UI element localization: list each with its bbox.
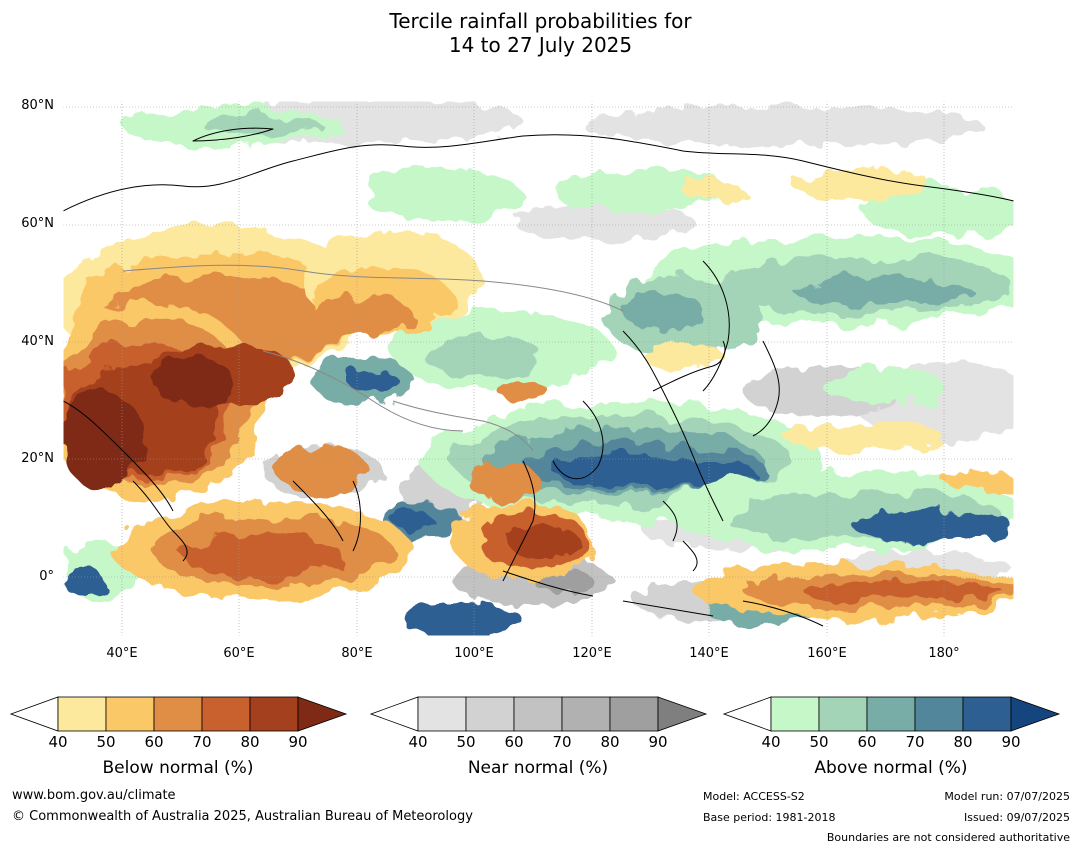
lon-label-40e: 40°E: [106, 646, 138, 661]
tick-label: 60: [144, 733, 164, 751]
tick-label: 80: [240, 733, 260, 751]
tick-label: 90: [648, 733, 668, 751]
tick-label: 70: [192, 733, 212, 751]
legend-label-above-normal: Above normal (%): [814, 758, 968, 778]
colorbar-segment: [417, 696, 467, 732]
lon-label-140e: 140°E: [689, 646, 729, 661]
copyright-text: © Commonwealth of Australia 2025, Austra…: [12, 809, 473, 824]
colorbar-segment: [962, 696, 1012, 732]
lon-label-180: 180°: [928, 646, 960, 661]
colorbar-segment: [914, 696, 964, 732]
colorbar-segment: [105, 696, 155, 732]
colorbar-near-normal: [370, 696, 708, 732]
colorbar-segment: [249, 696, 299, 732]
lon-label-80e: 80°E: [341, 646, 373, 661]
colorbar-segment: [57, 696, 107, 732]
colorbar-segment: [609, 696, 659, 732]
graticule: [63, 101, 1014, 636]
lon-label-100e: 100°E: [454, 646, 494, 661]
colorbar-segment: [153, 696, 203, 732]
colorbar-low-arrow: [10, 696, 59, 732]
tick-label: 80: [953, 733, 973, 751]
base-period-text: Base period: 1981-2018: [703, 811, 836, 824]
issued-text: Issued: 09/07/2025: [963, 811, 1070, 824]
lat-label-20n: 20°N: [21, 451, 54, 466]
colorbar-segment: [465, 696, 515, 732]
colorbar-segment: [818, 696, 868, 732]
lon-label-160e: 160°E: [807, 646, 847, 661]
website-link[interactable]: www.bom.gov.au/climate: [12, 788, 176, 803]
tick-label: 90: [288, 733, 308, 751]
chart-title-line2: 14 to 27 July 2025: [448, 33, 633, 57]
colorbar-segment: [201, 696, 251, 732]
country-boundaries: [122, 264, 624, 452]
lat-label-60n: 60°N: [21, 216, 54, 231]
tick-label: 40: [761, 733, 781, 751]
tick-label: 70: [552, 733, 572, 751]
tick-label: 90: [1001, 733, 1021, 751]
colorbar-low-arrow: [723, 696, 772, 732]
legend-label-below-normal: Below normal (%): [102, 758, 254, 778]
colorbar-segment: [561, 696, 611, 732]
lon-label-120e: 120°E: [572, 646, 612, 661]
tick-label: 80: [600, 733, 620, 751]
model-text: Model: ACCESS-S2: [703, 790, 805, 803]
colorbar-high-arrow: [297, 696, 348, 732]
legend-label-near-normal: Near normal (%): [467, 758, 609, 778]
lon-label-60e: 60°E: [223, 646, 255, 661]
colorbar-segment: [513, 696, 563, 732]
tick-label: 40: [408, 733, 428, 751]
coastlines: [63, 127, 1014, 627]
lat-label-40n: 40°N: [21, 334, 54, 349]
rainfall-probability-map: [63, 101, 1014, 636]
lat-label-0: 0°: [39, 569, 54, 584]
below-normal-regions: [63, 171, 1014, 619]
tick-label: 50: [809, 733, 829, 751]
tick-label: 50: [96, 733, 116, 751]
colorbar-below-normal: [10, 696, 348, 732]
tick-label: 60: [504, 733, 524, 751]
colorbar-segment: [866, 696, 916, 732]
colorbar-above-normal: [723, 696, 1061, 732]
boundaries-disclaimer: Boundaries are not considered authoritat…: [826, 831, 1070, 844]
colorbar-high-arrow: [1010, 696, 1061, 732]
colorbar-low-arrow: [370, 696, 419, 732]
colorbar-high-arrow: [657, 696, 708, 732]
tick-label: 70: [905, 733, 925, 751]
lat-label-80n: 80°N: [21, 98, 54, 113]
model-run-text: Model run: 07/07/2025: [944, 790, 1070, 803]
colorbar-segment: [770, 696, 820, 732]
tick-label: 50: [456, 733, 476, 751]
tick-label: 40: [48, 733, 68, 751]
chart-title-line1: Tercile rainfall probabilities for: [389, 9, 692, 33]
tick-label: 60: [857, 733, 877, 751]
